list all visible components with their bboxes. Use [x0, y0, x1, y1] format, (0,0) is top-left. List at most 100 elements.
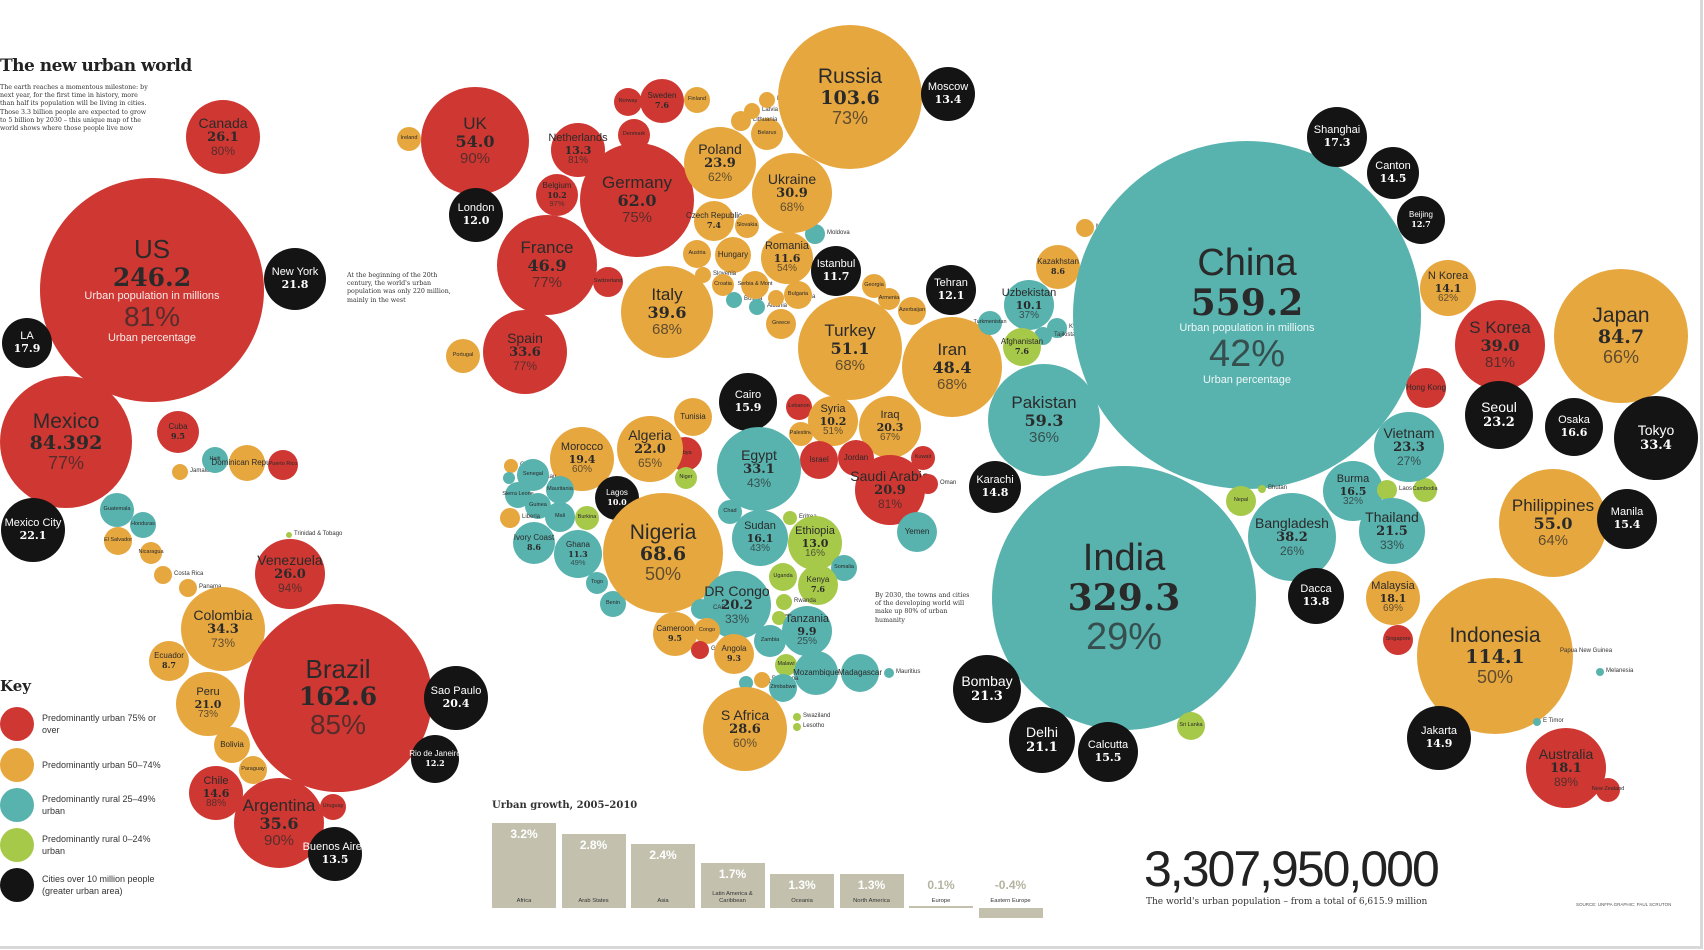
- bubble-value: 34.3: [207, 622, 239, 638]
- bubble-name: Colombia: [193, 606, 253, 623]
- bubble-name: London: [457, 202, 495, 215]
- bubble-name: Algeria: [628, 426, 672, 443]
- bubble-colombia: Colombia 34.3 73%: [181, 587, 265, 671]
- bubble-venezuela: Venezuela 26.0 94%: [255, 539, 325, 609]
- bubble-external-label: Jamaica: [190, 468, 213, 474]
- note-20th-century: At the beginning of the 20th century, th…: [347, 272, 451, 304]
- growth-bar: 1.7% Latin America & Caribbean: [700, 862, 765, 908]
- bubble-name: Kuwait: [914, 454, 932, 461]
- growth-value: 1.3%: [857, 877, 886, 892]
- bubble-niger: Niger: [675, 467, 697, 489]
- bubble-value: 559.2: [1190, 281, 1304, 324]
- bubble-name: Ethiopia: [795, 524, 835, 537]
- bubble-value: 103.6: [820, 87, 880, 110]
- bubble-external-label: Rwanda: [794, 598, 817, 604]
- bubble-sri-lanka: Sri Lanka: [1177, 712, 1205, 740]
- growth-bar: 2.4% Asia: [631, 844, 695, 908]
- bubble-bangladesh: Bangladesh 38.2 26%: [1248, 493, 1336, 581]
- bubble-canada: Canada 26.1 80%: [186, 100, 260, 174]
- bubble-tanzania: Tanzania 9.9 25%: [782, 606, 832, 656]
- bubble-name: Argentina: [242, 796, 316, 816]
- bubble-external-label: Liberia: [522, 514, 541, 520]
- bubble-name: Karachi: [976, 474, 1014, 487]
- bubble-london: London 12.0: [449, 188, 503, 242]
- bubble-name: Spain: [507, 329, 543, 346]
- bubble-mali: Mali: [545, 502, 575, 532]
- bubble-estonia: [759, 92, 775, 108]
- bubble-name: Egypt: [741, 446, 777, 463]
- bubble-external-label: E Timor: [1543, 718, 1564, 724]
- bubble-value: 7.6: [655, 100, 669, 110]
- bubble-value: 329.3: [1067, 576, 1181, 619]
- bubble-saudi-arabia: Saudi Arabia 20.9 81%: [850, 455, 930, 525]
- bubble-name: Paraguay: [241, 766, 265, 773]
- key-item: Predominantly rural 25–49% urban: [0, 788, 162, 822]
- bubble-macedonia: [768, 290, 784, 306]
- bubble-canton: Canton 14.5: [1367, 147, 1419, 199]
- bubble-percentage: 49%: [570, 557, 586, 567]
- bubble-name: Saudi Arabia: [850, 467, 930, 484]
- bubble-name: Bangladesh: [1255, 514, 1329, 531]
- bubble-external-label: Lithuania: [753, 117, 778, 123]
- bubble-value: 9.9: [797, 624, 817, 638]
- bubble-name: Uganda: [773, 573, 793, 580]
- bubble-percentage: 69%: [1382, 603, 1403, 615]
- bubble-value: 33.6: [509, 345, 541, 361]
- bubble-china: China 559.2 Urban population in millions 42…: [1073, 141, 1421, 489]
- bubble-value: 8.6: [527, 542, 541, 552]
- bubble-value: 20.2: [721, 598, 753, 614]
- bubble-melanesia: [1596, 668, 1604, 676]
- bubble-romania: Romania 11.6 54%: [761, 232, 813, 284]
- bubble-value: 38.2: [1276, 530, 1308, 546]
- bubble-value: 16.6: [1560, 426, 1588, 439]
- bubble-name: Shanghai: [1313, 124, 1361, 137]
- bubble-name: Japan: [1592, 303, 1650, 327]
- bubble-name: DR Congo: [704, 582, 770, 599]
- growth-chart-title: Urban growth, 2005–2010: [492, 800, 638, 811]
- bubble-name: Haiti: [209, 456, 221, 463]
- bubble-name: UK: [463, 114, 487, 134]
- bubble-name: Rio de Janeiro: [409, 749, 461, 759]
- bubble-france: France 46.9 77%: [497, 215, 597, 315]
- bubble-value: 9.5: [668, 633, 682, 643]
- bubble-uk: UK 54.0 90%: [421, 87, 529, 195]
- bubble-madagascar: Madagascar: [838, 654, 882, 692]
- bubble-cairo: Cairo 15.9: [719, 373, 777, 431]
- bubble-name: US: [133, 234, 171, 265]
- bubble-name: Senegal: [522, 471, 544, 478]
- bubble-malawi: Malawi: [775, 654, 797, 676]
- bubble-name: Zambia: [760, 637, 780, 644]
- bubble-percentage: 90%: [459, 149, 491, 167]
- bubble-swaziland: [793, 713, 801, 721]
- bubble-value: 10.1: [1015, 298, 1043, 312]
- bubble-cambodia: Cambodia: [1412, 478, 1438, 502]
- bubble-value: 246.2: [112, 262, 192, 292]
- bubble-name: Togo: [591, 579, 603, 586]
- growth-value: 2.4%: [649, 848, 677, 863]
- bubble-percentage: 29%: [1085, 616, 1163, 659]
- bubble-switzerland: Switzerland: [593, 267, 623, 297]
- bubble-name: Australia: [1538, 745, 1594, 762]
- bubble-ukraine: Ukraine 30.9 68%: [752, 153, 832, 233]
- bubble-external-label: Melanesia: [1606, 668, 1634, 674]
- bubble-percentage: 16%: [804, 548, 825, 560]
- bubble-name: Croatia: [714, 281, 732, 288]
- bubble-italy: Italy 39.6 68%: [621, 266, 713, 358]
- bubble-name: Tunisia: [680, 411, 706, 421]
- bubble-name: Nepal: [1233, 497, 1249, 504]
- bubble-honduras: Honduras: [130, 512, 156, 538]
- bubble-azerbaijan: Azerbaijan: [898, 297, 926, 325]
- bubble-percentage: 90%: [263, 831, 295, 849]
- bubble-value: 9.3: [727, 653, 741, 663]
- bubble-thailand: Thailand 21.5 33%: [1359, 498, 1425, 564]
- bubble-armenia: Armenia: [878, 288, 900, 310]
- bubble-israel: Israel: [800, 441, 838, 479]
- bubble-percentage: 60%: [571, 464, 592, 476]
- bubble-external-label: Bhutan: [1268, 485, 1288, 491]
- bubble-name: Czech Republic: [685, 211, 743, 221]
- bubble-tokyo: Tokyo 33.4: [1614, 396, 1698, 480]
- bubble-mongolia: [1076, 219, 1094, 237]
- bubble-delhi: Delhi 21.1: [1009, 707, 1075, 773]
- bubble-value: 39.6: [647, 303, 687, 323]
- bubble-albania: [749, 299, 765, 315]
